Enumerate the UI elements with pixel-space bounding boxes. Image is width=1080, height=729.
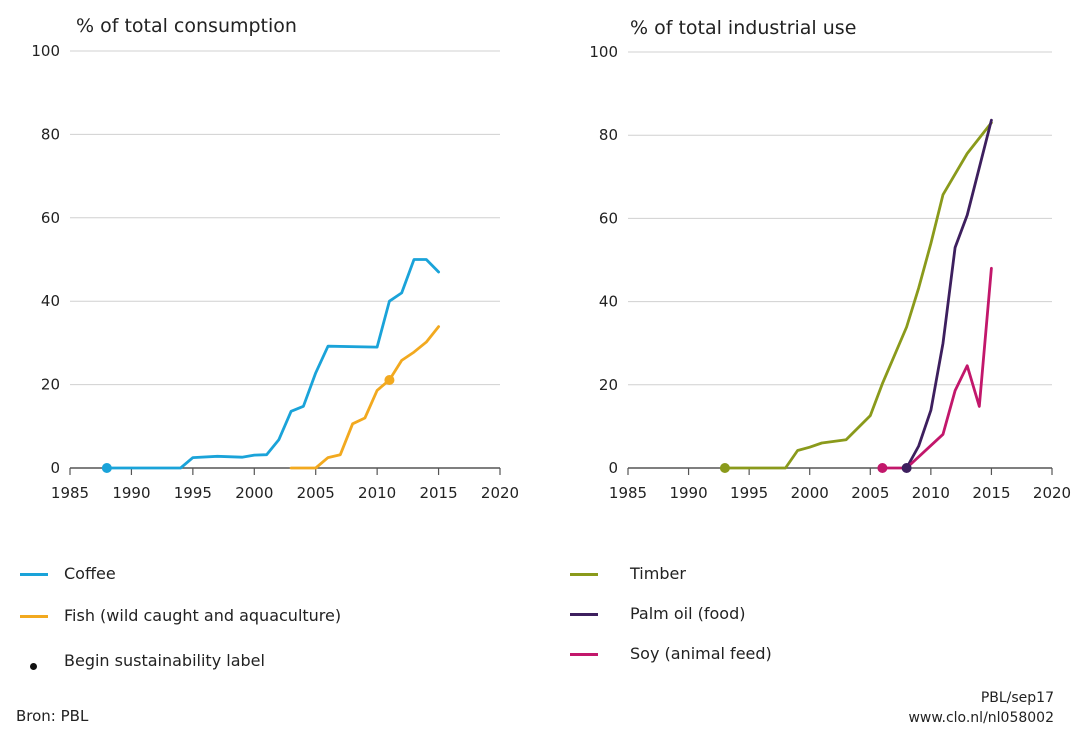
label-start-marker-fish	[384, 375, 395, 386]
right-x-tick-label: 1990	[669, 484, 707, 502]
right-y-tick-label: 20	[599, 376, 618, 394]
left-y-tick-label: 20	[41, 376, 60, 394]
left-y-tick-label: 0	[50, 459, 60, 477]
right-y-tick-label: 0	[608, 459, 618, 477]
legend-swatch-coffee	[20, 573, 48, 576]
left-y-tick-label: 100	[31, 42, 60, 60]
left-y-tick-label: 60	[41, 209, 60, 227]
credit-line-2: www.clo.nl/nl058002	[908, 710, 1054, 726]
label-start-marker-palm	[901, 463, 912, 473]
right-x-tick-label: 2005	[851, 484, 889, 502]
left-x-tick-label: 1985	[51, 484, 89, 502]
legend-label-fish: Fish (wild caught and aquaculture)	[64, 606, 342, 625]
left-x-tick-label: 2005	[297, 484, 335, 502]
charts-canvas: % of total consumption % of total indust…	[31, 15, 1071, 502]
right-x-tick-label: 2010	[912, 484, 950, 502]
legend-label-timber: Timber	[630, 564, 686, 583]
legend-label-soy: Soy (animal feed)	[630, 644, 772, 663]
legend-label-palm: Palm oil (food)	[630, 604, 746, 623]
label-start-marker-coffee	[101, 463, 112, 473]
series-line-soy	[881, 266, 993, 470]
legend-swatch-soy	[570, 653, 598, 656]
source-note: Bron: PBL	[16, 707, 89, 725]
left-x-tick-label: 2010	[358, 484, 396, 502]
left-x-tick-label: 2015	[419, 484, 457, 502]
right-x-tick-label: 1985	[609, 484, 647, 502]
right-y-tick-label: 80	[599, 126, 618, 144]
left-chart-title: % of total consumption	[76, 15, 297, 37]
left-x-tick-label: 1995	[174, 484, 212, 502]
right-y-tick-label: 60	[599, 209, 618, 227]
legend-swatch-timber	[570, 573, 598, 576]
right-x-tick-label: 2015	[972, 484, 1010, 502]
right-chart-plot: 0 20 40 60 80 100 1985 1990 1995 2000 2005 2010 2015…	[589, 43, 1071, 502]
left-x-tick-label: 1990	[112, 484, 150, 502]
credit-line-1: PBL/sep17	[980, 690, 1054, 706]
label-start-marker-soy	[877, 463, 888, 473]
series-line-palm	[905, 118, 993, 470]
right-chart-title: % of total industrial use	[630, 17, 856, 39]
left-x-tick-label: 2020	[481, 484, 519, 502]
credit-block: PBL/sep17 www.clo.nl/nl058002	[908, 688, 1054, 728]
legend-swatch-palm	[570, 613, 598, 616]
legend-label-coffee: Coffee	[64, 564, 116, 583]
legend-dot-icon	[30, 663, 37, 670]
right-y-tick-label: 40	[599, 293, 618, 311]
right-y-tick-label: 100	[589, 43, 618, 61]
right-x-tick-label: 2000	[791, 484, 829, 502]
legend-swatch-fish	[20, 615, 48, 618]
left-chart-plot: 0 20 40 60 80 100 1985 1990 1995 2000 2005 2010 2015…	[31, 42, 519, 502]
series-line-timber	[723, 121, 993, 470]
right-x-tick-label: 2020	[1033, 484, 1071, 502]
legend-label-marker: Begin sustainability label	[64, 651, 265, 670]
left-y-tick-label: 40	[41, 292, 60, 310]
label-start-marker-timber	[719, 463, 730, 473]
right-x-tick-label: 1995	[730, 484, 768, 502]
series-line-coffee	[105, 258, 441, 470]
left-y-tick-label: 80	[41, 125, 60, 143]
left-x-tick-label: 2000	[235, 484, 273, 502]
series-line-fish	[289, 325, 441, 470]
